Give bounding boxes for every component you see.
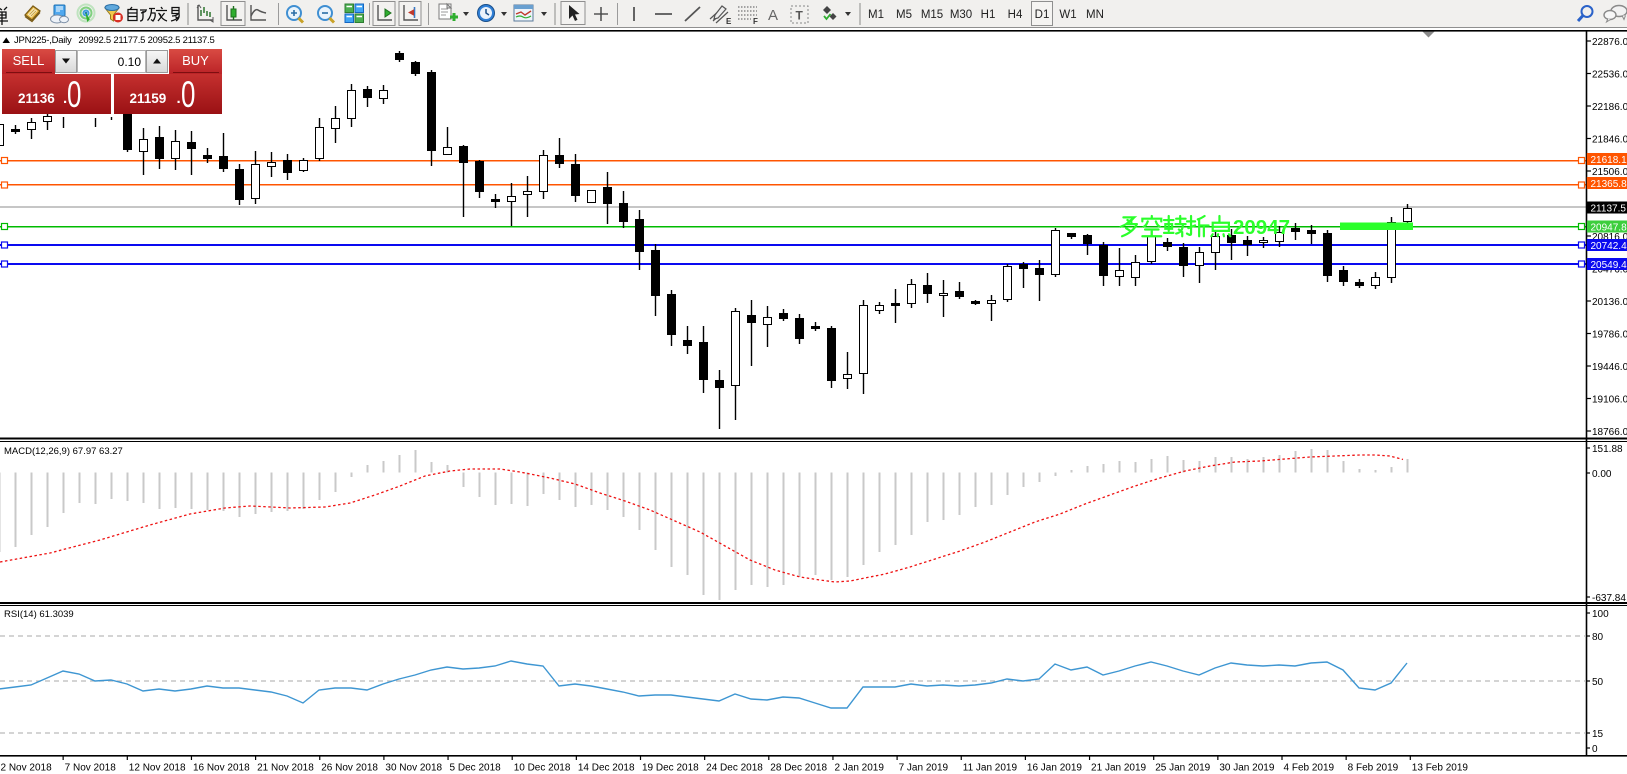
svg-text:20816.0: 20816.0 <box>1592 232 1627 243</box>
svg-text:JPN225-,Daily 20992.5 21177.5: JPN225-,Daily 20992.5 21177.5 20952.5 21… <box>14 35 214 46</box>
svg-text:19106.0: 19106.0 <box>1592 395 1627 406</box>
svg-text:MACD(12,26,9) 67.97 63.27: MACD(12,26,9) 67.97 63.27 <box>4 446 123 457</box>
svg-text:19 Dec 2018: 19 Dec 2018 <box>642 763 699 774</box>
svg-text:W1: W1 <box>1059 9 1076 21</box>
svg-text:2 Nov 2018: 2 Nov 2018 <box>1 763 53 774</box>
svg-text:19446.0: 19446.0 <box>1592 362 1627 373</box>
svg-text:21618.1: 21618.1 <box>1591 155 1627 166</box>
svg-text:8 Feb 2019: 8 Feb 2019 <box>1348 763 1399 774</box>
svg-text:30 Nov 2018: 30 Nov 2018 <box>385 763 442 774</box>
svg-text:0.00: 0.00 <box>1592 469 1612 480</box>
svg-text:H4: H4 <box>1008 9 1023 21</box>
svg-text:25 Jan 2019: 25 Jan 2019 <box>1155 763 1210 774</box>
svg-text:15: 15 <box>1592 729 1604 740</box>
svg-text:12 Nov 2018: 12 Nov 2018 <box>129 763 186 774</box>
svg-text:A: A <box>768 7 778 24</box>
svg-text:21846.0: 21846.0 <box>1592 135 1627 146</box>
svg-text:16 Jan 2019: 16 Jan 2019 <box>1027 763 1082 774</box>
svg-text:E: E <box>726 17 732 26</box>
svg-text:13 Feb 2019: 13 Feb 2019 <box>1412 763 1469 774</box>
svg-text:19786.0: 19786.0 <box>1592 330 1627 341</box>
svg-text:100: 100 <box>1592 609 1609 620</box>
svg-text:20947: 20947 <box>1233 216 1290 239</box>
svg-text:20136.0: 20136.0 <box>1592 297 1627 308</box>
svg-text:5 Dec 2018: 5 Dec 2018 <box>450 763 502 774</box>
svg-text:22186.0: 22186.0 <box>1592 102 1627 113</box>
svg-text:20549.4: 20549.4 <box>1591 260 1627 271</box>
svg-text:50: 50 <box>1592 677 1604 688</box>
svg-text:151.88: 151.88 <box>1592 444 1623 455</box>
svg-text:M5: M5 <box>896 9 912 21</box>
svg-text:21 Jan 2019: 21 Jan 2019 <box>1091 763 1146 774</box>
svg-text:21137.5: 21137.5 <box>1591 203 1627 214</box>
svg-text:D1: D1 <box>1035 9 1050 21</box>
svg-text:21365.8: 21365.8 <box>1591 179 1627 190</box>
svg-text:M30: M30 <box>950 9 972 21</box>
svg-text:7 Nov 2018: 7 Nov 2018 <box>65 763 117 774</box>
svg-text:11 Jan 2019: 11 Jan 2019 <box>963 763 1018 774</box>
svg-text:RSI(14) 61.3039: RSI(14) 61.3039 <box>4 609 74 620</box>
svg-text:14 Dec 2018: 14 Dec 2018 <box>578 763 635 774</box>
svg-text:H1: H1 <box>981 9 996 21</box>
svg-text:18766.0: 18766.0 <box>1592 427 1627 438</box>
svg-text:30 Jan 2019: 30 Jan 2019 <box>1219 763 1274 774</box>
svg-text:26 Nov 2018: 26 Nov 2018 <box>321 763 378 774</box>
svg-text:4 Feb 2019: 4 Feb 2019 <box>1284 763 1335 774</box>
svg-text:7 Jan 2019: 7 Jan 2019 <box>899 763 949 774</box>
svg-text:80: 80 <box>1592 632 1604 643</box>
svg-text:0: 0 <box>1592 744 1598 755</box>
svg-text:M15: M15 <box>921 9 943 21</box>
svg-text:22536.0: 22536.0 <box>1592 70 1627 81</box>
svg-text:21506.0: 21506.0 <box>1592 167 1627 178</box>
svg-text:20947.8: 20947.8 <box>1591 222 1627 233</box>
svg-text:M1: M1 <box>868 9 884 21</box>
svg-text:-637.84: -637.84 <box>1592 593 1626 604</box>
svg-text:20742.4: 20742.4 <box>1591 241 1627 252</box>
svg-text:24 Dec 2018: 24 Dec 2018 <box>706 763 763 774</box>
svg-text:T: T <box>796 9 804 23</box>
svg-text:MN: MN <box>1086 9 1104 21</box>
svg-text:16 Nov 2018: 16 Nov 2018 <box>193 763 250 774</box>
svg-text:10 Dec 2018: 10 Dec 2018 <box>514 763 571 774</box>
svg-text:28 Dec 2018: 28 Dec 2018 <box>770 763 827 774</box>
svg-text:F: F <box>753 17 758 26</box>
svg-text:2 Jan 2019: 2 Jan 2019 <box>834 763 884 774</box>
svg-text:21 Nov 2018: 21 Nov 2018 <box>257 763 314 774</box>
svg-text:22876.0: 22876.0 <box>1592 37 1627 48</box>
